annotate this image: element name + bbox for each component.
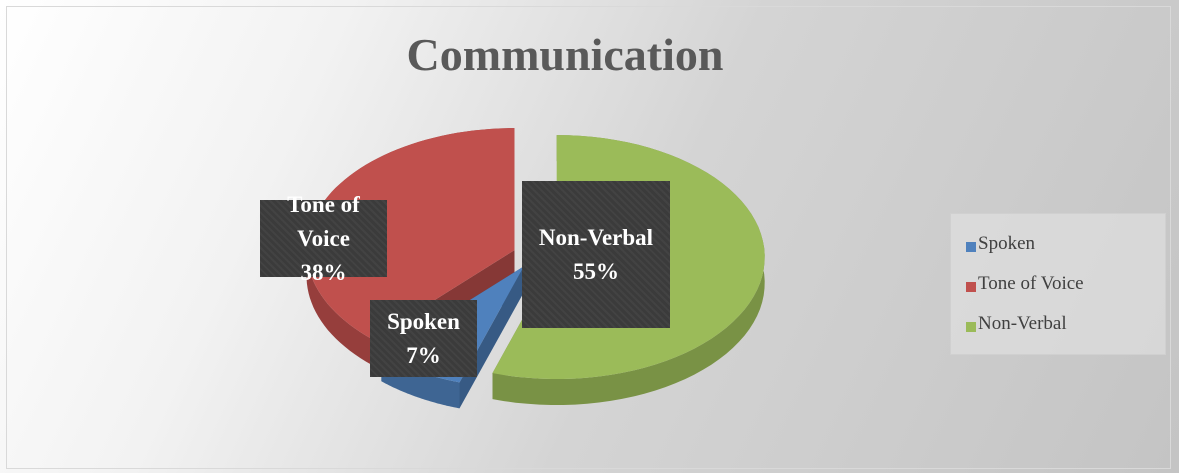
data-label-value: 7% <box>406 342 441 368</box>
legend: Spoken Tone of Voice Non-Verbal <box>950 213 1166 355</box>
legend-label: Non-Verbal <box>978 313 1067 334</box>
slice-side <box>492 135 765 405</box>
legend-entry: Tone of Voice <box>951 264 1165 304</box>
legend-label: Tone of Voice <box>978 273 1084 294</box>
data-label: Spoken 7% <box>370 300 477 377</box>
chart-border <box>6 6 1171 469</box>
chart-title: Communication <box>406 29 724 80</box>
slice <box>306 128 515 340</box>
legend-label: Spoken <box>978 233 1035 254</box>
legend-swatch <box>966 322 976 332</box>
data-label-category: Spoken <box>387 308 460 334</box>
data-label: Tone of Voice 38% <box>260 192 387 285</box>
data-label-value: 38% <box>300 259 347 285</box>
data-label-category: Tone of Voice <box>287 191 360 251</box>
legend-entry: Non-Verbal <box>951 304 1165 344</box>
data-label-category: Non-Verbal <box>538 224 654 250</box>
data-label-value: 55% <box>573 258 619 284</box>
legend-swatch <box>966 282 976 292</box>
legend-swatch <box>966 242 976 252</box>
data-label: Non-Verbal 55% <box>522 181 670 328</box>
legend-entry: Spoken <box>951 224 1165 264</box>
